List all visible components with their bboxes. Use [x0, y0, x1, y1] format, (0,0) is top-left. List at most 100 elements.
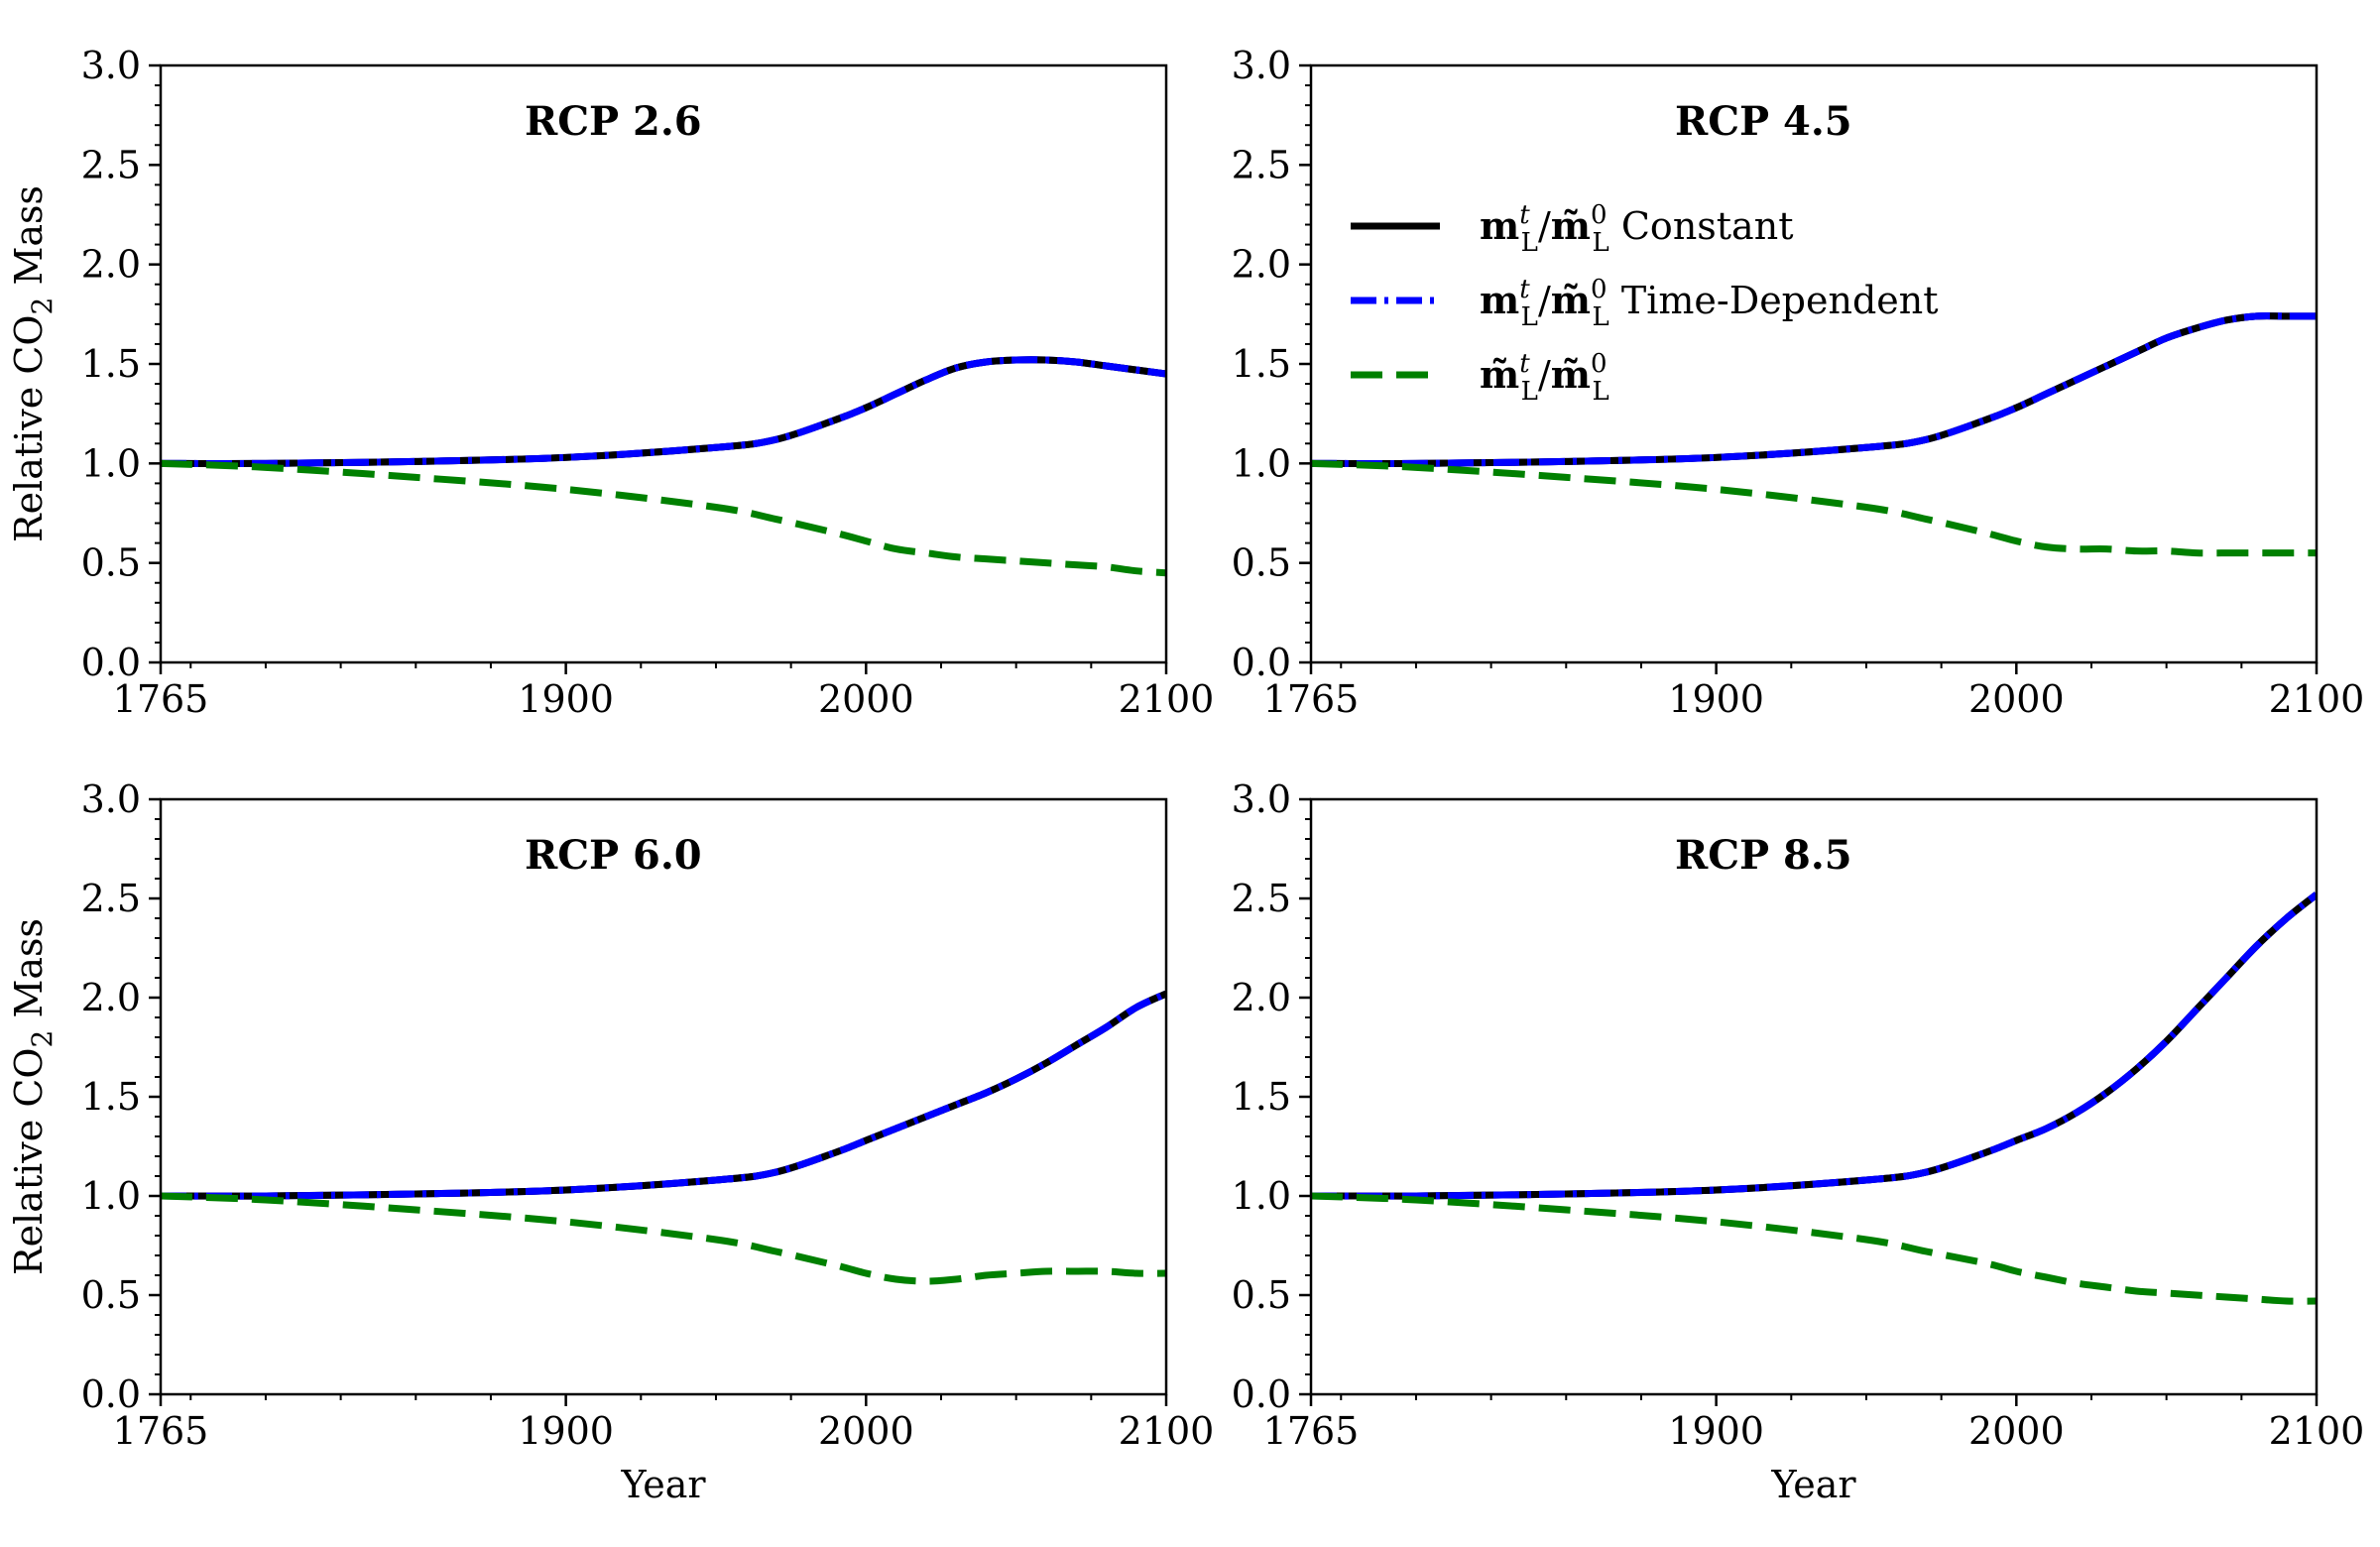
- legend-item-ratio: m̃t L/m̃0 L: [1351, 349, 1609, 407]
- y-tick-label: 3.0: [1232, 777, 1291, 821]
- y-axis-label-main: Relative CO: [7, 1047, 51, 1275]
- x-tick-label: 2100: [2269, 677, 2365, 721]
- legend-slash: /: [1538, 353, 1551, 397]
- series-lines: [1311, 892, 2317, 1305]
- x-tick-label: 2000: [1968, 677, 2065, 721]
- y-tick-label: 0.5: [81, 1273, 141, 1317]
- y-tick-label: 0.0: [81, 1372, 141, 1416]
- y-tick-label: 2.5: [81, 143, 141, 186]
- y-tick-label: 1.5: [1232, 1075, 1291, 1119]
- y-tick-label: 0.0: [81, 641, 141, 684]
- legend-sym: m: [1480, 203, 1519, 248]
- y-axis-label: Relative CO2 Mass: [7, 918, 59, 1275]
- legend-label: mt L/m̃0 L Time-Dependent: [1480, 275, 1939, 332]
- y-tick-label: 1.0: [1232, 441, 1291, 485]
- legend-item-constant: mt L/m̃0 L Constant: [1351, 200, 1793, 258]
- y-tick-label: 1.5: [1232, 342, 1291, 386]
- legend-sym: m̃: [1480, 352, 1519, 397]
- legend-sup2: 0: [1591, 275, 1607, 304]
- legend-label: mt L/m̃0 L Constant: [1480, 200, 1793, 258]
- x-tick-label: 1765: [1263, 1409, 1360, 1453]
- y-tick-label: 2.0: [81, 976, 141, 1019]
- x-tick-label: 1765: [113, 1409, 209, 1453]
- legend-sup: t: [1519, 200, 1530, 230]
- legend-sub2: L: [1593, 228, 1609, 258]
- x-tick-label: 2100: [1119, 677, 1215, 721]
- series-lines: [161, 356, 1166, 577]
- x-tick-label: 2000: [1968, 1409, 2065, 1453]
- x-tick-label: 2000: [818, 677, 914, 721]
- y-tick-label: 3.0: [81, 777, 141, 821]
- legend-suffix: Time-Dependent: [1609, 279, 1939, 322]
- panel-1: 0.0 0.5 1.0 1.5 2.0 2.5 3.0 1765 1900 2000 2100 RCP…: [7, 44, 1214, 721]
- y-tick-label: 0.5: [1232, 1273, 1291, 1317]
- legend-sup: t: [1519, 349, 1530, 379]
- legend-sup2: 0: [1591, 349, 1607, 379]
- legend-label: m̃t L/m̃0 L: [1480, 349, 1609, 407]
- x-tick-label: 1900: [1668, 1409, 1764, 1453]
- x-axis-label: Year: [620, 1463, 706, 1506]
- y-axis-label-sub: 2: [26, 1030, 59, 1048]
- y-tick-label: 1.5: [81, 342, 141, 386]
- y-tick-label: 2.5: [1232, 877, 1291, 920]
- legend-suffix: Constant: [1609, 204, 1794, 248]
- panel-4: 0.0 0.5 1.0 1.5 2.0 2.5 3.0 1765 1900 2000 2100 RCP…: [1232, 777, 2365, 1506]
- legend-sub: L: [1521, 228, 1538, 258]
- legend-sup: t: [1519, 275, 1530, 304]
- legend-slash: /: [1538, 279, 1551, 322]
- y-tick-label: 0.5: [81, 541, 141, 585]
- x-tick-label: 1900: [518, 677, 614, 721]
- y-tick-label: 1.0: [1232, 1174, 1291, 1218]
- series-line-ratio: [161, 1192, 1166, 1285]
- y-tick-label: 1.0: [81, 1174, 141, 1218]
- series-line-time_dependent-overlay: [161, 990, 1166, 1200]
- x-tick-label: 2100: [2269, 1409, 2365, 1453]
- legend-sub: L: [1521, 377, 1538, 407]
- y-tick-label: 2.5: [1232, 143, 1291, 186]
- y-tick-label: 3.0: [81, 44, 141, 87]
- series-line-ratio: [161, 459, 1166, 577]
- series-line-ratio: [1311, 1192, 2317, 1305]
- x-axis-label: Year: [1770, 1463, 1856, 1506]
- panel-title: RCP 4.5: [1675, 98, 1852, 145]
- series-line-time_dependent-overlay: [1311, 312, 2317, 467]
- legend-sym2: m̃: [1551, 278, 1591, 322]
- x-tick-label: 2000: [818, 1409, 914, 1453]
- series-line-ratio: [1311, 459, 2317, 557]
- series-lines: [161, 990, 1166, 1285]
- y-tick-label: 0.0: [1232, 1372, 1291, 1416]
- legend-sub2: L: [1593, 302, 1609, 332]
- panel-3: 0.0 0.5 1.0 1.5 2.0 2.5 3.0 1765 1900 2000 2100 RCP…: [7, 777, 1214, 1506]
- y-axis-label-tail: Mass: [7, 918, 51, 1030]
- y-tick-label: 3.0: [1232, 44, 1291, 87]
- y-axis-label-sub: 2: [26, 298, 59, 315]
- y-tick-label: 2.5: [81, 877, 141, 920]
- x-tick-label: 1765: [113, 677, 209, 721]
- x-tick-label: 1900: [1668, 677, 1764, 721]
- panel-title: RCP 8.5: [1675, 832, 1852, 879]
- y-tick-label: 1.0: [81, 441, 141, 485]
- legend-sub2: L: [1593, 377, 1609, 407]
- series-line-time_dependent-overlay: [1311, 892, 2317, 1200]
- y-axis-label: Relative CO2 Mass: [7, 185, 59, 542]
- panel-title: RCP 2.6: [525, 98, 702, 145]
- x-tick-label: 1900: [518, 1409, 614, 1453]
- y-tick-label: 0.0: [1232, 641, 1291, 684]
- y-tick-label: 2.0: [1232, 976, 1291, 1019]
- panel-title: RCP 6.0: [525, 832, 702, 879]
- y-tick-label: 2.0: [1232, 243, 1291, 287]
- y-axis-label-tail: Mass: [7, 185, 51, 298]
- legend-item-time_dependent: mt L/m̃0 L Time-Dependent: [1351, 275, 1939, 332]
- x-tick-label: 2100: [1119, 1409, 1215, 1453]
- legend-sub: L: [1521, 302, 1538, 332]
- series-lines: [1311, 312, 2317, 557]
- y-tick-label: 0.5: [1232, 541, 1291, 585]
- legend-slash: /: [1538, 204, 1551, 248]
- legend-sym2: m̃: [1551, 352, 1591, 397]
- legend-sym2: m̃: [1551, 203, 1591, 248]
- legend-sym: m: [1480, 278, 1519, 322]
- x-tick-label: 1765: [1263, 677, 1360, 721]
